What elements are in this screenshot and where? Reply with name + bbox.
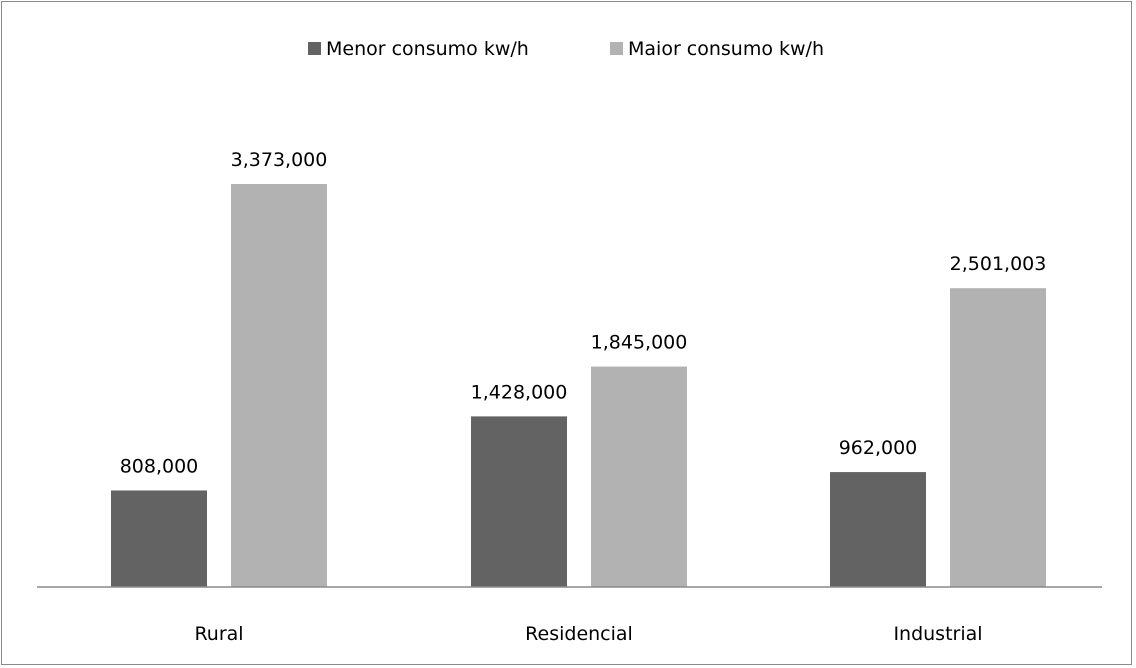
bar-residencial-maior	[591, 366, 687, 587]
bar-residencial-menor	[471, 416, 567, 587]
legend-label-maior: Maior consumo kw/h	[628, 38, 824, 60]
data-label-rural-menor: 808,000	[120, 455, 199, 477]
bar-industrial-menor	[830, 472, 926, 587]
data-labels-group: 808,000 3,373,000 1,428,000 1,845,000 962,00…	[120, 149, 1047, 477]
bar-industrial-maior	[950, 288, 1046, 587]
category-label-industrial: Industrial	[893, 623, 982, 645]
data-label-industrial-maior: 2,501,003	[950, 253, 1047, 275]
category-label-residencial: Residencial	[525, 623, 633, 645]
category-labels-group: Rural Residencial Industrial	[194, 623, 982, 645]
data-label-industrial-menor: 962,000	[839, 437, 918, 459]
bar-rural-maior	[231, 184, 327, 587]
category-label-rural: Rural	[194, 623, 243, 645]
bars-group	[111, 184, 1046, 587]
data-label-residencial-menor: 1,428,000	[471, 381, 568, 403]
legend-swatch-menor	[308, 42, 321, 55]
legend-label-menor: Menor consumo kw/h	[326, 38, 529, 60]
data-label-residencial-maior: 1,845,000	[591, 332, 688, 354]
legend: Menor consumo kw/h Maior consumo kw/h	[308, 38, 824, 60]
legend-swatch-maior	[610, 42, 623, 55]
bar-rural-menor	[111, 490, 207, 587]
data-label-rural-maior: 3,373,000	[231, 149, 328, 171]
